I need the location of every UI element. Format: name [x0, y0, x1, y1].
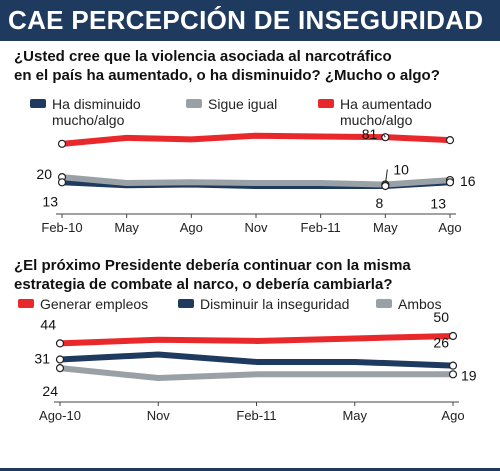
data-label: 65	[42, 128, 58, 131]
legend-swatch-gray	[186, 99, 202, 108]
data-label: 26	[433, 335, 449, 351]
data-label: 13	[42, 193, 58, 209]
legend-label: Ha aumentado	[340, 96, 432, 112]
x-tick-label: Feb-11	[301, 220, 341, 235]
data-label: 13	[430, 195, 446, 211]
legend-swatch-gray	[376, 299, 392, 308]
data-label: 24	[42, 383, 58, 399]
x-tick-label: Feb-10	[41, 220, 82, 235]
legend-label: mucho/algo	[340, 112, 413, 128]
data-label: 10	[393, 162, 409, 178]
legend-label: Sigue igual	[208, 96, 278, 112]
chart-2-plot: Ago-10 Nov Feb-11 May Ago 44 31 24 50 26 19	[34, 310, 477, 423]
data-point-marker	[57, 178, 67, 187]
chart-2-question: ¿El próximo Presidente debería continuar…	[14, 256, 494, 294]
series-line	[57, 351, 456, 369]
data-label: 44	[40, 316, 56, 332]
legend-label: Ha disminuido	[52, 96, 141, 112]
data-point-marker	[381, 133, 390, 142]
page-title: CAE PERCEPCIÓN DE INSEGURIDAD	[8, 5, 484, 35]
data-point-marker	[55, 364, 65, 373]
chart-1-question: ¿Usted cree que la violencia asociada al…	[14, 47, 494, 85]
legend-swatch-navy	[178, 299, 194, 308]
chart-2-question-line-1: ¿El próximo Presidente debería continuar…	[14, 257, 411, 274]
bottom-rule	[0, 468, 500, 471]
legend-label: Disminuir la inseguridad	[200, 296, 350, 312]
data-point-marker	[55, 339, 65, 348]
data-point-marker	[55, 355, 65, 364]
data-label: 81	[362, 128, 378, 142]
x-tick-label: Ago	[441, 408, 464, 423]
header-banner: CAE PERCEPCIÓN DE INSEGURIDAD	[0, 0, 500, 41]
data-label: 31	[34, 350, 50, 366]
x-tick-label: May	[114, 220, 139, 235]
series-line	[59, 174, 453, 188]
legend-label: Generar empleos	[40, 296, 149, 312]
x-tick-label: Nov	[147, 408, 171, 423]
x-tick-label: Ago-10	[39, 408, 81, 423]
legend-swatch-navy	[30, 99, 46, 108]
data-label: 16	[460, 173, 476, 189]
data-point-marker	[448, 370, 458, 379]
data-label: 70	[430, 128, 446, 129]
chart-1-question-line-1: ¿Usted cree que la violencia asociada al…	[14, 48, 392, 65]
chart-2-question-line-2: estrategia de combate al narco, o deberí…	[14, 276, 393, 293]
data-label: 20	[36, 166, 52, 182]
x-tick-label: Feb-11	[236, 408, 276, 423]
chart-1-plot: Feb-10 May Ago Nov Feb-11 May Ago 65 20 13 81 10 8 70…	[36, 128, 476, 235]
legend-swatch-red	[318, 99, 334, 108]
x-tick-label: May	[342, 408, 367, 423]
series-line	[57, 333, 456, 347]
data-point-marker	[448, 331, 458, 341]
data-point-marker	[57, 139, 67, 148]
x-tick-label: Ago	[438, 220, 461, 235]
chart-1-question-line-2: en el país ha aumentado, o ha disminuido…	[14, 67, 440, 84]
series-line	[57, 365, 456, 381]
series-line	[59, 132, 453, 147]
data-point-marker	[448, 361, 458, 370]
data-point-marker	[381, 181, 390, 191]
x-tick-label: May	[373, 220, 398, 235]
leader-line	[382, 133, 386, 138]
x-tick-label: Ago	[180, 220, 203, 235]
data-point-marker	[445, 136, 455, 145]
legend-label: mucho/algo	[52, 112, 125, 128]
x-tick-label: Nov	[244, 220, 268, 235]
legend-swatch-red	[18, 299, 34, 308]
data-label: 19	[461, 367, 477, 383]
data-label: 50	[433, 310, 449, 325]
data-point-marker	[445, 178, 455, 187]
legend-label: Ambos	[398, 296, 442, 312]
data-label: 8	[376, 195, 384, 211]
